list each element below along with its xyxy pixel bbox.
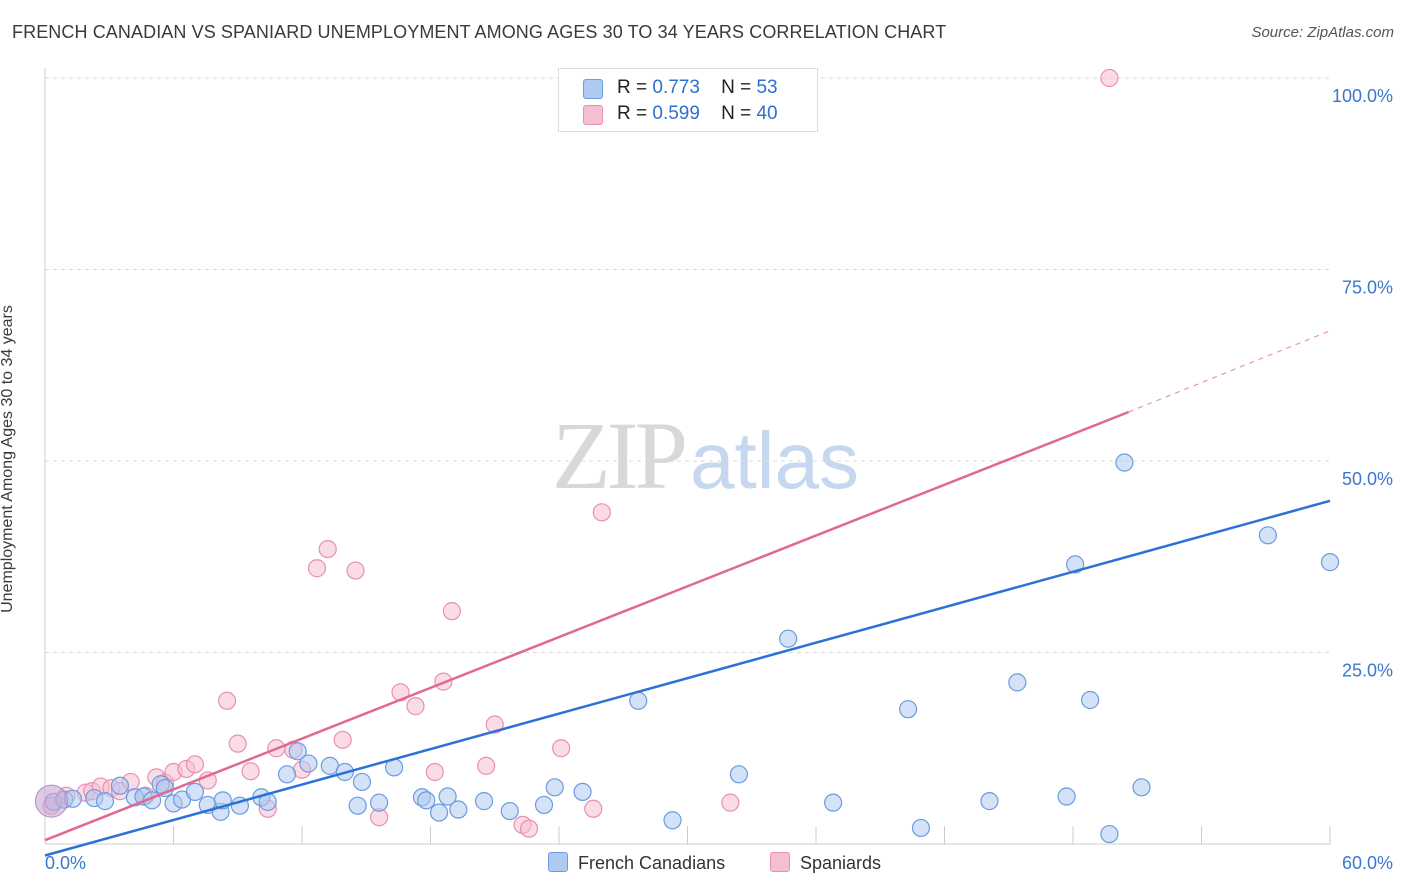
french-canadians-point [417, 791, 436, 810]
french-canadians-point [779, 629, 798, 648]
tick-labels: 25.0% 50.0% 75.0% 100.0% 0.0% 60.0% [45, 86, 1393, 873]
spaniards-swatch [583, 105, 603, 125]
spaniards-point [552, 739, 571, 758]
french-canadians-point [824, 793, 843, 812]
french-canadians-point [1320, 553, 1340, 572]
french-canadians-point [1081, 690, 1100, 710]
spaniards-point [592, 503, 611, 522]
french-canadians-point [449, 800, 468, 819]
r-value: 0.773 [652, 77, 700, 98]
french-canadians-point [1115, 453, 1134, 472]
n-value: 53 [756, 77, 778, 98]
legend-item-french-canadians[interactable]: French Canadians [548, 852, 725, 878]
french-canadians-point [663, 811, 682, 830]
x-tick-label: 0.0% [45, 853, 86, 873]
spaniards-point [185, 755, 205, 774]
spaniards-point [228, 734, 247, 753]
spaniards-point [584, 799, 603, 818]
french-canadians-point [288, 742, 307, 761]
french-canadians-point [370, 793, 389, 812]
french-canadians-point [95, 792, 115, 811]
legend-label: French Canadians [578, 853, 726, 873]
chart-title: FRENCH CANADIAN VS SPANIARD UNEMPLOYMENT… [12, 22, 947, 42]
french-canadians-point [1057, 787, 1076, 806]
french-canadians-point [110, 776, 130, 795]
y-tick-label: 75.0% [1342, 278, 1393, 298]
n-label: N = [721, 77, 752, 98]
french-canadians-point [1066, 555, 1085, 574]
cluster-point [34, 784, 68, 818]
french-canadians-trendline [44, 499, 1331, 857]
french-canadians-point [573, 782, 592, 802]
stats-legend: R = 0.773 N = 53 R = 0.599 N = 40 [558, 68, 818, 132]
french-canadians-swatch [583, 79, 603, 99]
spaniards-point [346, 561, 365, 580]
french-canadians-point [1132, 778, 1151, 797]
french-canadians-point [1008, 673, 1027, 692]
r-label: R = [617, 103, 648, 124]
french-canadians-point [429, 803, 449, 822]
spaniards-point [477, 756, 496, 775]
spaniards-legend-swatch [770, 852, 790, 872]
spaniards-point [307, 559, 327, 578]
french-canadians-point [500, 801, 519, 821]
source-label: Source: ZipAtlas.com [1251, 24, 1394, 41]
trendlines [44, 330, 1331, 857]
spaniards-point [485, 715, 504, 734]
french-canadians-point [629, 691, 648, 710]
french-canadians-point [438, 787, 457, 806]
french-canadians-point [277, 765, 297, 784]
french-canadians-point [911, 818, 931, 838]
french-canadians-point [1100, 824, 1119, 844]
n-value: 40 [756, 103, 778, 124]
french-canadians-point [980, 792, 999, 811]
spaniards-point [241, 762, 260, 781]
spaniards-point [333, 730, 352, 749]
y-tick-label: 50.0% [1342, 469, 1393, 489]
y-tick-label: 100.0% [1332, 86, 1393, 106]
spaniards-points [42, 68, 1119, 838]
french-canadians-legend-swatch [548, 852, 568, 872]
r-value: 0.599 [652, 103, 700, 124]
french-canadians-point [1258, 526, 1277, 545]
french-canadians-point [898, 700, 918, 719]
french-canadians-point [352, 772, 372, 792]
spaniards-point [1100, 68, 1119, 88]
axes [44, 68, 1331, 845]
spaniards-point [425, 762, 444, 782]
y-axis-label-text: Unemployment Among Ages 30 to 34 years [0, 305, 16, 613]
legend-item-spaniards[interactable]: Spaniards [770, 852, 881, 878]
legend-label: Spaniards [800, 853, 882, 873]
french-canadians-point [545, 778, 564, 797]
french-canadians-point [299, 754, 318, 773]
spaniards-trendline [44, 410, 1130, 842]
spaniards-point [318, 539, 337, 559]
grid [45, 77, 1330, 653]
r-label: R = [617, 77, 648, 98]
spaniards-point [519, 819, 539, 838]
french-canadians-point [348, 796, 367, 815]
spaniards-point [217, 691, 237, 710]
french-canadians-points [34, 453, 1340, 844]
spaniards-point [721, 793, 740, 812]
y-tick-label: 25.0% [1342, 661, 1393, 681]
x-tick-label: 60.0% [1342, 853, 1393, 873]
french-canadians-point [474, 792, 494, 811]
french-canadians-point [185, 782, 205, 802]
spaniards-point [406, 697, 425, 716]
watermark-zip: ZIP [552, 402, 688, 509]
spaniards-trendline-extension [1128, 330, 1331, 413]
n-label: N = [721, 103, 752, 124]
french-canadians-point [534, 795, 554, 815]
french-canadians-point [729, 765, 749, 784]
spaniards-point [442, 602, 462, 621]
